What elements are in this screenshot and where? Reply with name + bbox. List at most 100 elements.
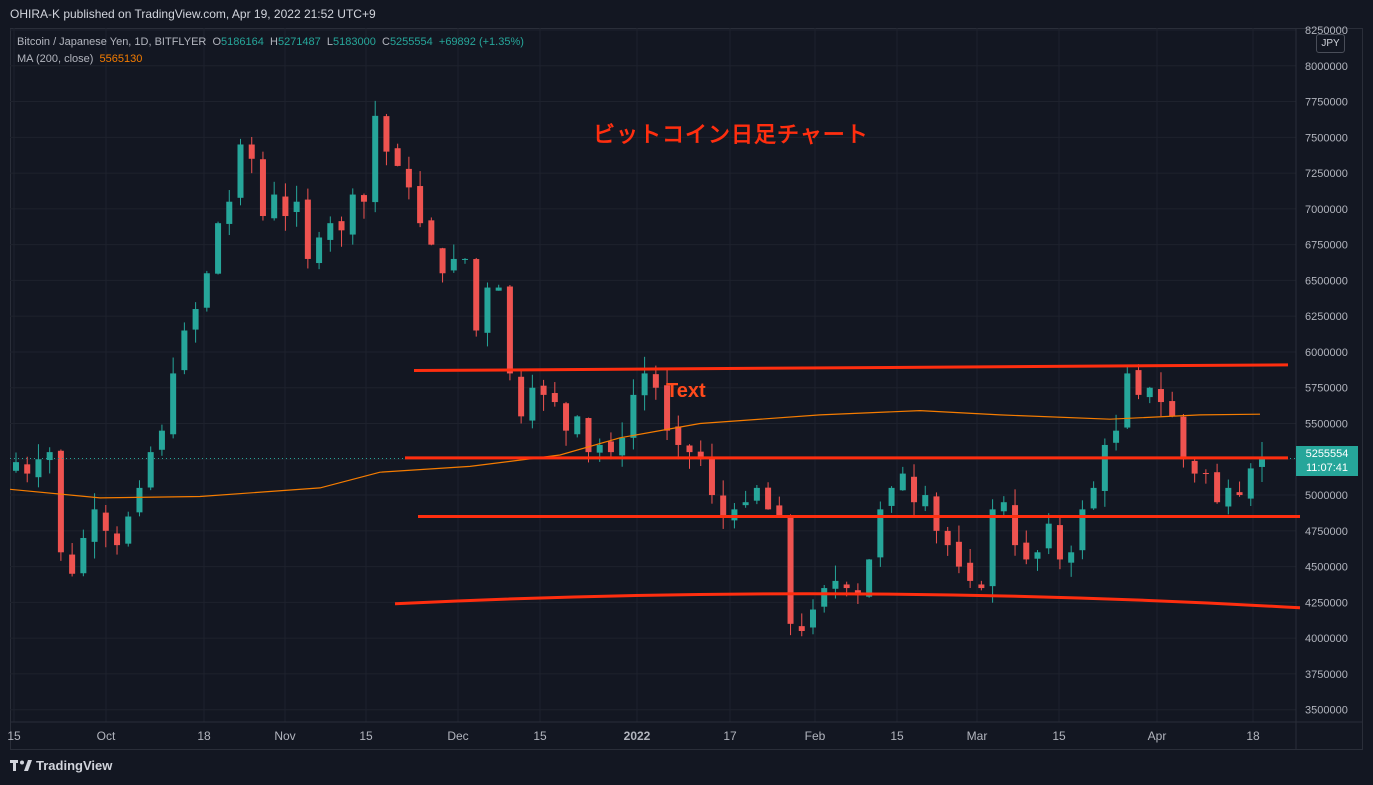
- candle-body: [394, 148, 401, 166]
- candle-body: [304, 199, 311, 259]
- candle-body: [181, 330, 188, 371]
- candle-body: [405, 168, 412, 188]
- candle-body: [102, 512, 109, 531]
- candle-body: [888, 487, 895, 506]
- candle-body: [708, 457, 715, 496]
- candle-body: [955, 541, 962, 567]
- last-price-tag: 5255554 11:07:41: [1296, 446, 1358, 476]
- candle-body: [450, 258, 457, 271]
- y-tick-label: 6750000: [1305, 240, 1348, 252]
- y-tick-label: 7500000: [1305, 132, 1348, 144]
- candle-body: [80, 537, 87, 574]
- x-tick-label: 17: [723, 729, 737, 743]
- tradingview-logo[interactable]: TradingView: [10, 758, 112, 773]
- candle-body: [753, 487, 760, 501]
- candle-body: [967, 562, 974, 581]
- y-tick-label: 3750000: [1305, 669, 1348, 681]
- candle-body: [1236, 492, 1243, 496]
- symbol-row: Bitcoin / Japanese Yen, 1D, BITFLYER O51…: [17, 36, 524, 48]
- x-tick-label: Mar: [967, 729, 988, 743]
- y-tick-label: 5750000: [1305, 383, 1348, 395]
- countdown-timer: 11:07:41: [1305, 462, 1348, 474]
- candle-body: [787, 517, 794, 624]
- candle-body: [944, 530, 951, 546]
- candle-body: [506, 286, 513, 374]
- candle-body: [551, 393, 558, 403]
- candle-body: [484, 287, 491, 333]
- candle-body: [282, 196, 289, 217]
- candle-body: [1146, 387, 1153, 398]
- candle-body: [248, 144, 255, 159]
- candle-body: [720, 495, 727, 517]
- chart-area[interactable]: [10, 28, 1363, 750]
- candle-body: [765, 487, 772, 510]
- chart-title-annotation[interactable]: ビットコイン日足チャート: [593, 122, 869, 147]
- candle-body: [1169, 401, 1176, 417]
- candle-body: [742, 502, 749, 506]
- change-value: +69892 (+1.35%): [438, 36, 524, 48]
- x-tick-label: Dec: [447, 729, 468, 743]
- candle-body: [911, 476, 918, 503]
- text-annotation[interactable]: Text: [666, 380, 706, 402]
- candle-body: [114, 533, 121, 546]
- x-tick-label: 15: [1052, 729, 1066, 743]
- x-tick-label: 15: [890, 729, 904, 743]
- trendline-low-support: [394, 592, 1301, 610]
- published-text: OHIRA-K published on TradingView.com, Ap…: [10, 7, 376, 21]
- x-tick-label: 18: [1246, 729, 1260, 743]
- candle-body: [338, 221, 345, 231]
- candle-body: [619, 437, 626, 456]
- y-tick-label: 3500000: [1305, 705, 1348, 717]
- chart-legend: Bitcoin / Japanese Yen, 1D, BITFLYER O51…: [17, 34, 524, 68]
- high-value: 5271487: [277, 36, 321, 48]
- candle-body: [136, 487, 143, 513]
- candle-body: [866, 559, 873, 597]
- candle-body: [652, 374, 659, 388]
- currency-button[interactable]: JPY: [1316, 34, 1345, 53]
- x-tick-label: Oct: [97, 729, 116, 743]
- candle-body: [1225, 487, 1232, 507]
- x-tick-label: 18: [197, 729, 211, 743]
- candle-body: [574, 416, 581, 435]
- ma-label: MA (200, close): [17, 53, 94, 65]
- candle-body: [1135, 370, 1142, 395]
- candle-body: [226, 201, 233, 224]
- candle-body: [192, 309, 199, 330]
- x-tick-label: 15: [533, 729, 547, 743]
- y-tick-label: 8000000: [1305, 61, 1348, 73]
- candle-body: [1157, 389, 1164, 403]
- candle-body: [630, 394, 637, 438]
- candle-body: [664, 385, 671, 431]
- candle-body: [158, 430, 165, 450]
- candle-body: [641, 373, 648, 396]
- candle-body: [237, 144, 244, 198]
- candle-body: [1023, 542, 1030, 560]
- candle-body: [147, 452, 154, 488]
- x-tick-label: 2022: [624, 729, 651, 743]
- candle-body: [776, 505, 783, 517]
- y-tick-label: 4500000: [1305, 562, 1348, 574]
- candle-body: [686, 445, 693, 453]
- candle-body: [607, 441, 614, 453]
- tradingview-logo-icon: [10, 759, 32, 771]
- y-tick-label: 6000000: [1305, 347, 1348, 359]
- y-tick-label: 4000000: [1305, 633, 1348, 645]
- candle-body: [1214, 472, 1221, 503]
- candle-body: [473, 259, 480, 331]
- candle-body: [203, 273, 210, 308]
- candle-body: [1079, 509, 1086, 551]
- candle-body: [316, 237, 323, 264]
- candle-body: [215, 223, 222, 274]
- open-value: 5186164: [221, 36, 264, 48]
- candle-body: [798, 626, 805, 631]
- low-value: 5183000: [333, 36, 376, 48]
- candle-body: [978, 584, 985, 589]
- x-tick-label: 15: [359, 729, 373, 743]
- symbol-name: Bitcoin / Japanese Yen, 1D, BITFLYER: [17, 36, 207, 48]
- candle-body: [563, 403, 570, 431]
- candle-body: [35, 459, 42, 478]
- candle-body: [585, 418, 592, 453]
- candle-body: [821, 588, 828, 607]
- y-tick-label: 4750000: [1305, 526, 1348, 538]
